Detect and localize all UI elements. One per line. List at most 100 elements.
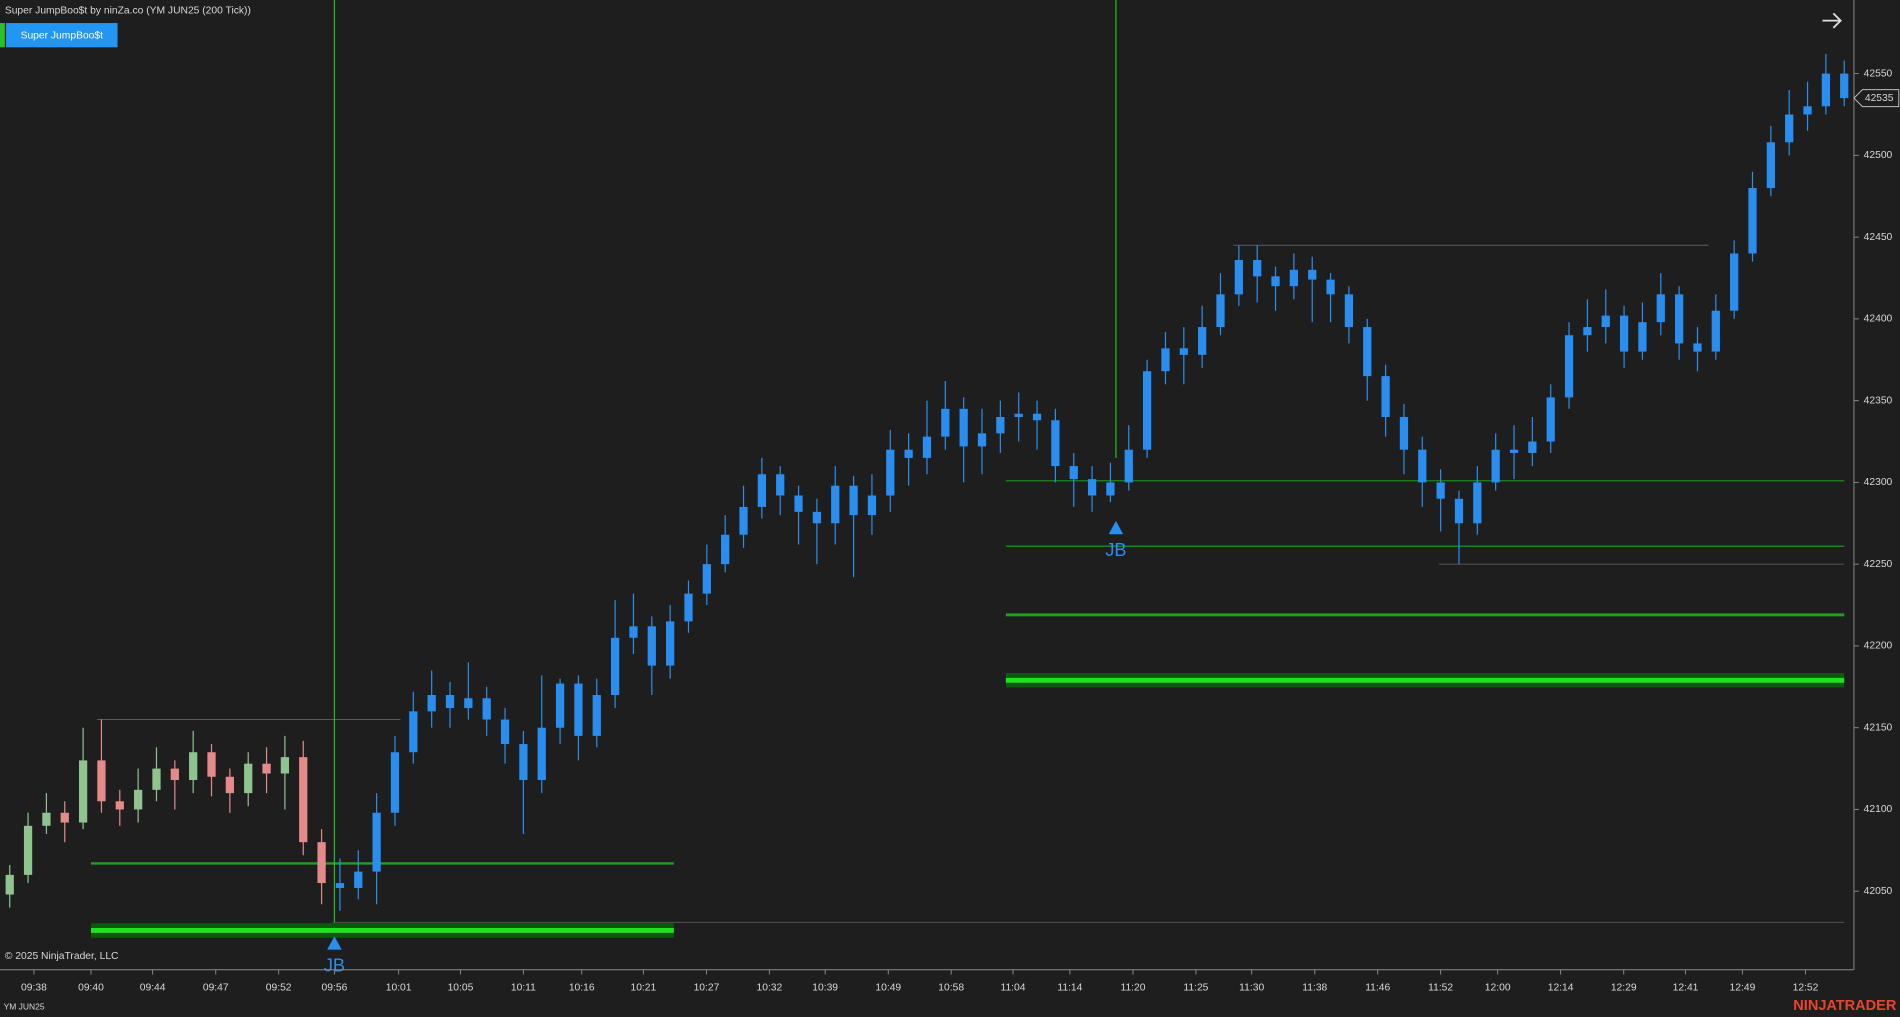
candle-body: [427, 694, 436, 712]
candle-body: [519, 744, 528, 781]
x-tick-label: 10:21: [630, 983, 656, 994]
candle-body: [1473, 482, 1482, 524]
candle-body: [1491, 449, 1500, 483]
candle-body: [849, 485, 858, 516]
candle-body: [702, 564, 711, 594]
candle-body: [60, 812, 69, 823]
candle-body: [1711, 310, 1720, 352]
candle-body: [244, 763, 253, 794]
candle-body: [1124, 449, 1133, 483]
last-price-box: [1853, 89, 1900, 108]
y-tick-label: 42450: [1864, 232, 1893, 243]
candle-body: [299, 757, 308, 843]
candle-body: [1399, 416, 1409, 450]
candle-body: [537, 727, 546, 781]
candle-body: [390, 752, 400, 813]
x-tick-label: 11:14: [1057, 983, 1082, 994]
x-tick-label: 10:27: [694, 983, 720, 994]
candle-body: [1051, 420, 1060, 467]
y-tick-label: 42350: [1864, 395, 1893, 406]
candle-body: [1656, 294, 1665, 323]
candle-body: [1418, 449, 1427, 483]
candle-body: [152, 768, 161, 790]
x-tick-label: 09:52: [266, 983, 292, 994]
candle-body: [831, 485, 840, 524]
candle-body: [1142, 371, 1152, 450]
candle-body: [684, 593, 693, 622]
x-tick-label: 11:20: [1120, 983, 1145, 994]
candle-body: [372, 812, 381, 872]
candle-body: [959, 408, 968, 447]
candle-body: [464, 698, 473, 709]
candle-body: [867, 495, 877, 516]
candle-body: [1840, 73, 1849, 99]
x-tick-label: 12:00: [1485, 983, 1511, 994]
candle-body: [115, 801, 124, 810]
candle-body: [647, 626, 656, 666]
x-tick-label: 12:14: [1548, 983, 1574, 994]
candle-body: [134, 789, 143, 810]
x-tick-label: 11:46: [1365, 983, 1390, 994]
signal-marker: [1108, 520, 1124, 535]
candle-body: [23, 825, 33, 875]
candle-body: [1253, 260, 1262, 277]
plot-area: JB JB: [5, 0, 1849, 975]
candle-body: [1454, 498, 1464, 524]
candle-body: [1179, 348, 1188, 355]
x-tick-label: 10:32: [757, 983, 783, 994]
x-tick-label: 11:30: [1239, 983, 1264, 994]
candle-body: [1363, 327, 1372, 377]
x-tick-label: 10:16: [569, 983, 595, 994]
y-tick-label: 42500: [1864, 150, 1893, 161]
candle-body: [1748, 188, 1757, 254]
candle-body: [574, 683, 583, 736]
candle-body: [1693, 343, 1702, 352]
x-tick-label: 10:11: [511, 983, 536, 994]
y-tick-label: 42050: [1864, 886, 1893, 897]
candle-body: [721, 534, 730, 565]
candle-body: [1326, 279, 1335, 295]
candle-body: [189, 752, 198, 781]
x-tick-label: 09:44: [140, 983, 166, 994]
copyright: © 2025 NinjaTrader, LLC: [5, 951, 119, 962]
chart-title: Super JumpBoo$t by ninZa.co (YM JUN25 (2…: [5, 6, 251, 17]
candle-body: [1344, 294, 1354, 328]
y-tick-label: 42200: [1864, 641, 1893, 652]
x-tick-label: 12:29: [1611, 983, 1637, 994]
y-tick-label: 42250: [1864, 559, 1893, 570]
x-tick-label: 10:58: [938, 983, 964, 994]
candle-body: [1436, 482, 1445, 499]
candle-body: [1509, 449, 1519, 453]
candle-body: [794, 495, 803, 512]
candle-body: [904, 449, 913, 458]
candle-body: [1289, 269, 1299, 287]
candle-body: [280, 757, 290, 774]
indicator-button[interactable]: [6, 23, 118, 48]
candle-body: [1032, 413, 1042, 421]
candle-body: [207, 752, 216, 777]
candle-body: [1381, 376, 1390, 417]
x-tick-label: 11:25: [1183, 983, 1208, 994]
indicator-button-label[interactable]: Super JumpBoo$t: [21, 30, 104, 41]
candle-body: [482, 698, 491, 720]
last-price-label: 42535: [1865, 93, 1894, 104]
candle-body: [886, 449, 895, 496]
candle-body: [42, 812, 51, 826]
candle-body: [610, 637, 620, 695]
candle-body: [1234, 260, 1243, 295]
candle-body: [1198, 327, 1207, 355]
candle-body: [941, 408, 950, 437]
candle-body: [445, 694, 455, 709]
x-tick-label: 09:56: [322, 983, 348, 994]
arrow-icon[interactable]: [1822, 12, 1842, 29]
candle-body: [262, 763, 271, 774]
candle-body: [666, 621, 675, 666]
candle-body: [225, 776, 234, 794]
x-tick-label: 12:41: [1673, 983, 1699, 994]
candle-body: [757, 474, 766, 507]
y-tick-label: 42550: [1864, 68, 1893, 79]
candle-body: [317, 842, 326, 884]
candle-body: [922, 436, 932, 458]
candle-body: [1785, 114, 1794, 143]
